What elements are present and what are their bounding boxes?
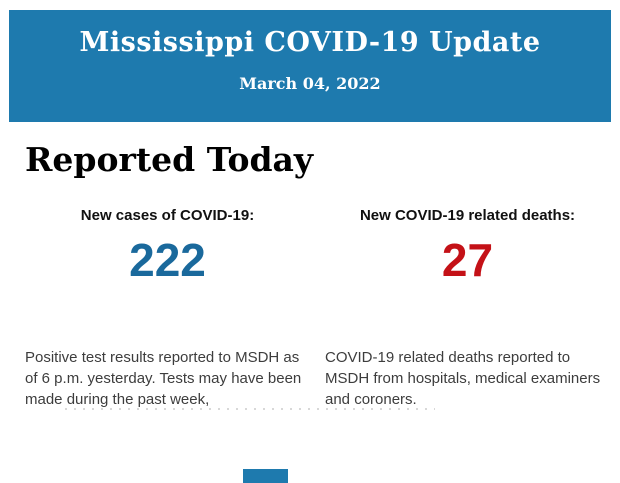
descriptions-row: Positive test results reported to MSDH a… <box>25 347 610 410</box>
section-heading: Reported Today <box>25 140 314 179</box>
stats-row: New cases of COVID-19: 222 New COVID-19 … <box>25 207 610 283</box>
page-title: Mississippi COVID-19 Update <box>79 27 541 58</box>
new-cases-label: New cases of COVID-19: <box>80 207 255 224</box>
new-deaths-value: 27 <box>441 234 494 286</box>
report-date: March 04, 2022 <box>239 74 381 93</box>
clipped-text-remnant <box>65 408 435 410</box>
header-banner: Mississippi COVID-19 Update March 04, 20… <box>9 10 611 122</box>
stat-new-deaths: New COVID-19 related deaths: 27 <box>325 207 610 283</box>
new-deaths-description: COVID-19 related deaths reported to MSDH… <box>325 349 601 408</box>
new-cases-description: Positive test results reported to MSDH a… <box>25 349 302 408</box>
next-section-clipped-element <box>243 469 288 483</box>
new-deaths-label: New COVID-19 related deaths: <box>359 207 576 224</box>
new-cases-value: 222 <box>129 234 206 286</box>
stat-new-cases: New cases of COVID-19: 222 <box>25 207 310 283</box>
